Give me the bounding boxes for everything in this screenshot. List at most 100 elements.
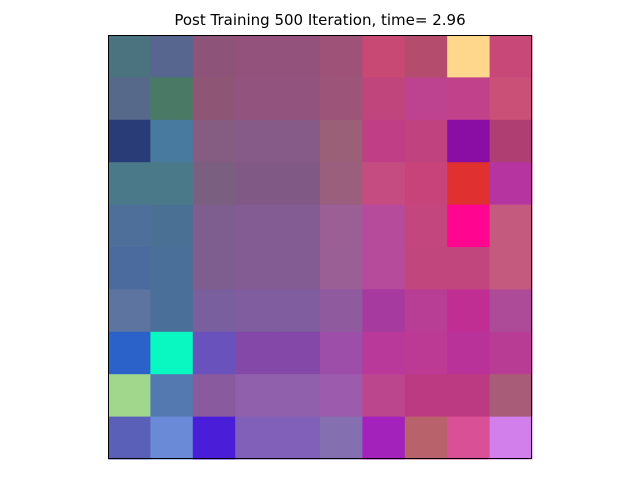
heatmap-cell-r5-c2	[192, 247, 236, 290]
heatmap-cell-r8-c9	[489, 374, 533, 418]
heatmap-cell-r6-c3	[235, 289, 279, 333]
heatmap-cell-r4-c1	[150, 204, 194, 248]
heatmap-cell-r7-c0	[108, 331, 151, 375]
heatmap-cell-r7-c7	[404, 331, 448, 375]
heatmap-cell-r3-c8	[447, 162, 491, 206]
heatmap-cell-r6-c8	[447, 289, 491, 333]
heatmap-cell-r3-c5	[320, 162, 363, 206]
heatmap-cell-r7-c4	[277, 331, 321, 375]
heatmap-cell-r7-c9	[489, 331, 533, 375]
heatmap-cell-r3-c1	[150, 162, 194, 206]
heatmap-cell-r4-c8	[447, 204, 491, 248]
heatmap-cell-r7-c2	[192, 331, 236, 375]
heatmap-cell-r9-c2	[192, 416, 236, 460]
heatmap-cell-r8-c2	[192, 374, 236, 418]
heatmap-cell-r2-c0	[108, 119, 151, 163]
heatmap-cell-r1-c6	[362, 77, 406, 121]
heatmap-cell-r4-c4	[277, 204, 321, 248]
heatmap-cell-r5-c0	[108, 247, 151, 290]
heatmap-cell-r5-c1	[150, 247, 194, 290]
heatmap-cell-r2-c2	[192, 119, 236, 163]
heatmap-cell-r4-c6	[362, 204, 406, 248]
heatmap-cell-r9-c9	[489, 416, 533, 460]
heatmap-cell-r1-c0	[108, 77, 151, 121]
heatmap-cell-r1-c7	[404, 77, 448, 121]
heatmap-cells	[108, 35, 533, 460]
heatmap-cell-r5-c5	[320, 247, 363, 290]
heatmap-cell-r5-c7	[404, 247, 448, 290]
heatmap-cell-r1-c5	[320, 77, 363, 121]
heatmap-cell-r2-c1	[150, 119, 194, 163]
heatmap-cell-r6-c0	[108, 289, 151, 333]
heatmap-cell-r0-c1	[150, 35, 194, 78]
heatmap-cell-r8-c4	[277, 374, 321, 418]
heatmap-cell-r9-c8	[447, 416, 491, 460]
heatmap-cell-r9-c3	[235, 416, 279, 460]
heatmap-cell-r6-c4	[277, 289, 321, 333]
heatmap-cell-r3-c4	[277, 162, 321, 206]
heatmap-cell-r0-c2	[192, 35, 236, 78]
plot-frame	[108, 35, 532, 459]
heatmap-cell-r6-c2	[192, 289, 236, 333]
heatmap-cell-r5-c9	[489, 247, 533, 290]
heatmap-cell-r2-c4	[277, 119, 321, 163]
heatmap-cell-r0-c4	[277, 35, 321, 78]
heatmap-cell-r0-c0	[108, 35, 151, 78]
heatmap-cell-r2-c3	[235, 119, 279, 163]
heatmap-cell-r5-c6	[362, 247, 406, 290]
heatmap-cell-r0-c5	[320, 35, 363, 78]
heatmap-cell-r8-c0	[108, 374, 151, 418]
heatmap-cell-r5-c4	[277, 247, 321, 290]
heatmap-cell-r6-c5	[320, 289, 363, 333]
heatmap-cell-r6-c7	[404, 289, 448, 333]
heatmap-cell-r0-c3	[235, 35, 279, 78]
heatmap-cell-r1-c2	[192, 77, 236, 121]
heatmap-cell-r9-c4	[277, 416, 321, 460]
heatmap-cell-r7-c5	[320, 331, 363, 375]
heatmap-cell-r8-c3	[235, 374, 279, 418]
heatmap-cell-r2-c8	[447, 119, 491, 163]
heatmap-cell-r4-c5	[320, 204, 363, 248]
heatmap-cell-r3-c7	[404, 162, 448, 206]
heatmap-cell-r3-c0	[108, 162, 151, 206]
heatmap-cell-r4-c9	[489, 204, 533, 248]
heatmap-cell-r8-c6	[362, 374, 406, 418]
heatmap-cell-r5-c8	[447, 247, 491, 290]
heatmap-cell-r2-c5	[320, 119, 363, 163]
heatmap-cell-r4-c0	[108, 204, 151, 248]
heatmap-cell-r8-c5	[320, 374, 363, 418]
heatmap-cell-r9-c5	[320, 416, 363, 460]
heatmap-cell-r2-c9	[489, 119, 533, 163]
heatmap-cell-r9-c6	[362, 416, 406, 460]
heatmap-cell-r9-c7	[404, 416, 448, 460]
heatmap-cell-r8-c1	[150, 374, 194, 418]
heatmap-cell-r9-c1	[150, 416, 194, 460]
heatmap-cell-r1-c1	[150, 77, 194, 121]
heatmap-cell-r6-c9	[489, 289, 533, 333]
heatmap-cell-r7-c6	[362, 331, 406, 375]
heatmap-cell-r4-c2	[192, 204, 236, 248]
heatmap-cell-r0-c8	[447, 35, 491, 78]
heatmap-cell-r7-c3	[235, 331, 279, 375]
heatmap-cell-r3-c9	[489, 162, 533, 206]
heatmap-cell-r7-c1	[150, 331, 194, 375]
heatmap-cell-r3-c3	[235, 162, 279, 206]
heatmap-cell-r5-c3	[235, 247, 279, 290]
heatmap-cell-r3-c2	[192, 162, 236, 206]
heatmap-cell-r6-c6	[362, 289, 406, 333]
heatmap-cell-r6-c1	[150, 289, 194, 333]
heatmap-cell-r7-c8	[447, 331, 491, 375]
heatmap-cell-r8-c8	[447, 374, 491, 418]
heatmap-cell-r8-c7	[404, 374, 448, 418]
heatmap-cell-r0-c9	[489, 35, 533, 78]
heatmap-cell-r1-c8	[447, 77, 491, 121]
heatmap-cell-r2-c7	[404, 119, 448, 163]
heatmap-cell-r0-c6	[362, 35, 406, 78]
chart-title: Post Training 500 Iteration, time= 2.96	[174, 11, 466, 29]
heatmap-cell-r4-c7	[404, 204, 448, 248]
heatmap-cell-r0-c7	[404, 35, 448, 78]
heatmap-cell-r1-c4	[277, 77, 321, 121]
heatmap-cell-r2-c6	[362, 119, 406, 163]
heatmap-cell-r4-c3	[235, 204, 279, 248]
